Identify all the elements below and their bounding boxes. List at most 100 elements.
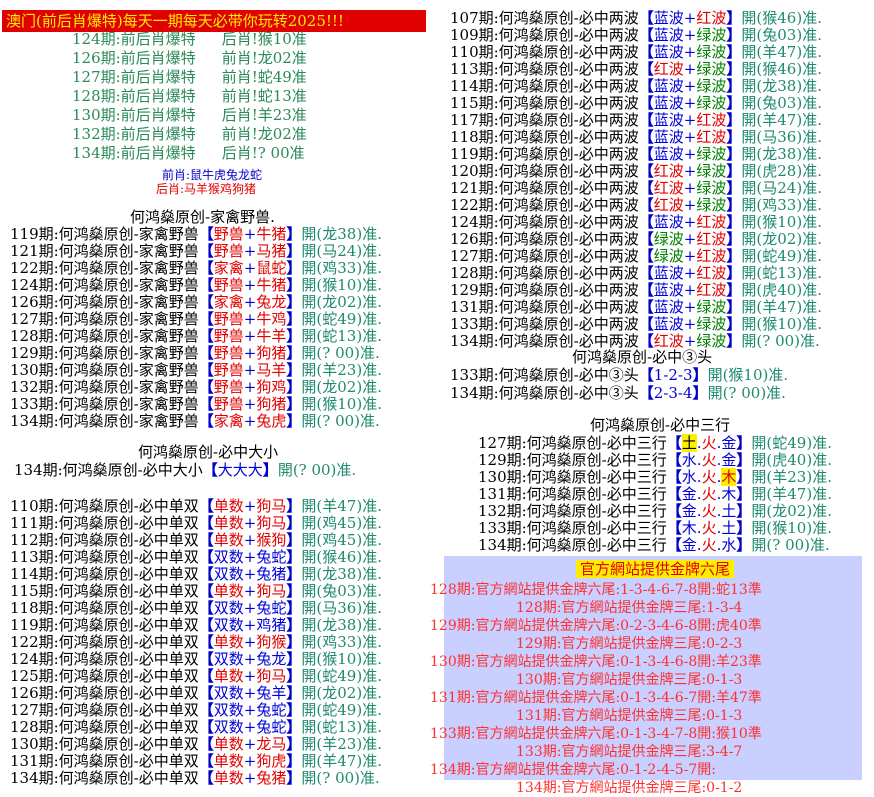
row-result: 開(马36)准.: [301, 599, 382, 617]
row-result: 開(羊47)准.: [301, 752, 382, 770]
liangbo-row: 127期:何鸿燊原创-必中两波【绿波+红波】開(蛇49)准.: [450, 247, 822, 265]
row-period: 131期:何鸿燊原创-必中两波: [450, 298, 639, 316]
liuwei-three-row: 128期:官方網站提供金牌三尾:1-3-4: [516, 600, 742, 617]
plus: +: [683, 213, 697, 231]
row-period: 119期:何鸿燊原创-家禽野兽: [10, 225, 199, 243]
row-result: 開(羊47)准.: [751, 485, 832, 503]
element: 金: [721, 434, 737, 452]
pick-a: 双数: [213, 599, 244, 617]
three-period: 131期:官方網站提供金牌三尾:: [516, 708, 707, 724]
sanxing-row: 130期:何鸿燊原创-必中三行【水.火.木】開(羊23)准.: [478, 468, 832, 486]
top-row-period: 127期:前后肖爆特: [72, 68, 196, 86]
row-result: 開(羊23)准.: [301, 361, 382, 379]
row-result: 開(龙02)准.: [741, 230, 822, 248]
wave-b: 红波: [696, 213, 727, 231]
liangbo-row: 109期:何鸿燊原创-必中两波【蓝波+绿波】開(兔03)准.: [450, 26, 822, 44]
liangbo-row: 115期:何鸿燊原创-必中两波【蓝波+绿波】開(兔03)准.: [450, 94, 822, 112]
danshuang-row: 130期:何鸿燊原创-必中单双【单数+龙马】開(羊23)准.: [10, 735, 382, 753]
row-period: 114期:何鸿燊原创-必中两波: [450, 77, 639, 95]
top-row-side: 前肖!: [221, 87, 258, 105]
row-result: 開(猴10)准.: [741, 315, 822, 333]
wave-a: 蓝波: [653, 298, 684, 316]
six-period: 131期:官方網站提供金牌六尾:: [430, 690, 621, 706]
sanxing-row: 127期:何鸿燊原创-必中三行【土.火.金】開(蛇49)准.: [478, 434, 832, 452]
liuwei-six-row: 134期:官方網站提供金牌六尾:0-1-2-4-5-7開:: [430, 762, 716, 779]
santou-row: 133期:何鸿燊原创-必中③头【1-2-3】開(猴10)准.: [450, 366, 788, 384]
plus: +: [683, 9, 697, 27]
plus: +: [243, 378, 257, 396]
dot: .: [716, 502, 722, 520]
banner: 澳门(前后肖爆特)每天一期每天必带你玩转2025!!!: [2, 10, 426, 32]
plus: +: [243, 361, 257, 379]
wave-b: 红波: [696, 128, 727, 146]
pick-b: 兔猪: [256, 565, 287, 583]
six-period: 130期:官方網站提供金牌六尾:: [430, 654, 621, 670]
dot: .: [696, 468, 702, 486]
pick-a: 野兽: [213, 225, 244, 243]
wave-b: 绿波: [696, 196, 727, 214]
row-period: 110期:何鸿燊原创-必中两波: [450, 43, 639, 61]
row-result: 開(龙38)准.: [741, 145, 822, 163]
bracket: 【: [198, 327, 214, 345]
pick-b: 兔龙: [256, 650, 287, 668]
bracket: 【: [198, 242, 214, 260]
pick-a: 双数: [213, 650, 244, 668]
element: 土: [721, 502, 737, 520]
top-row-result: ? 00准: [257, 144, 305, 162]
row-period: 134期:何鸿燊原创-必中三行: [478, 536, 667, 554]
plus: +: [683, 179, 697, 197]
row-result: 開(? 00)准.: [301, 344, 380, 362]
row-result: 開(羊47)准.: [301, 497, 382, 515]
bracket: 】: [286, 361, 302, 379]
bracket: 】: [286, 276, 302, 294]
bracket: 【: [198, 412, 214, 430]
jiaqin-row: 122期:何鸿燊原创-家禽野兽【家禽+鼠蛇】開(鸡33)准.: [10, 259, 382, 277]
bracket: 【: [198, 276, 214, 294]
row-period: 134期:何鸿燊原创-必中两波: [450, 332, 639, 350]
row-result: 開(龙38)准.: [301, 225, 382, 243]
element: 金: [681, 485, 697, 503]
bracket: 【: [198, 259, 214, 277]
row-result: 開(蛇49)准.: [301, 310, 382, 328]
wave-b: 绿波: [696, 94, 727, 112]
top-row-side: 后肖!: [221, 30, 258, 48]
pick-a: 双数: [213, 718, 244, 736]
liuwei-three-row: 134期:官方網站提供金牌三尾:0-1-2: [516, 780, 742, 797]
pick-b: 兔猪: [256, 769, 287, 787]
danshuang-row: 111期:何鸿燊原创-必中单双【单数+狗马】開(鸡45)准.: [10, 514, 382, 532]
dot: .: [716, 451, 722, 469]
row-result: 開(蛇49)准.: [741, 247, 822, 265]
row-period: 127期:何鸿燊原创-必中三行: [478, 434, 667, 452]
dot: .: [716, 434, 722, 452]
row-period: 134期:何鸿燊原创-家禽野兽: [10, 412, 199, 430]
plus: +: [683, 247, 697, 265]
bracket: 】: [286, 548, 302, 566]
liangbo-row: 129期:何鸿燊原创-必中两波【蓝波+红波】開(虎40)准.: [450, 281, 822, 299]
dot: .: [696, 434, 702, 452]
bracket: 【: [198, 769, 214, 787]
row-result: 開(猴10)准.: [707, 366, 789, 384]
bracket: 【: [638, 264, 654, 282]
bracket: 【: [638, 179, 654, 197]
row-period: 121期:何鸿燊原创-家禽野兽: [10, 242, 199, 260]
liuwei-panel: 官方網站提供金牌六尾 128期:官方網站提供金牌六尾:1-3-4-6-7-8開:…: [430, 556, 862, 796]
top-row: 132期:前后肖爆特 前肖!龙02准: [72, 125, 307, 143]
top-row: 130期:前后肖爆特 后肖!羊23准: [72, 106, 307, 124]
row-period: 133期:何鸿燊原创-必中两波: [450, 315, 639, 333]
row-result: 開(兔03)准.: [301, 582, 382, 600]
bracket: 【: [198, 565, 214, 583]
element: 火: [701, 451, 717, 469]
bracket: 】: [286, 616, 302, 634]
element: 水: [721, 536, 737, 554]
top-row-result: 龙02准: [257, 49, 307, 67]
row-period: 120期:何鸿燊原创-必中两波: [450, 162, 639, 180]
liangbo-row: 133期:何鸿燊原创-必中两波【蓝波+绿波】開(猴10)准.: [450, 315, 822, 333]
bracket: 【: [638, 162, 654, 180]
wave-b: 绿波: [696, 26, 727, 44]
bracket: 【: [638, 26, 654, 44]
row-result: 開(虎28)准.: [741, 162, 822, 180]
wave-a: 红波: [653, 196, 684, 214]
sanxing-row: 132期:何鸿燊原创-必中三行【金.火.土】開(龙02)准.: [478, 502, 832, 520]
bracket: 】: [726, 128, 742, 146]
wave-a: 红波: [653, 162, 684, 180]
